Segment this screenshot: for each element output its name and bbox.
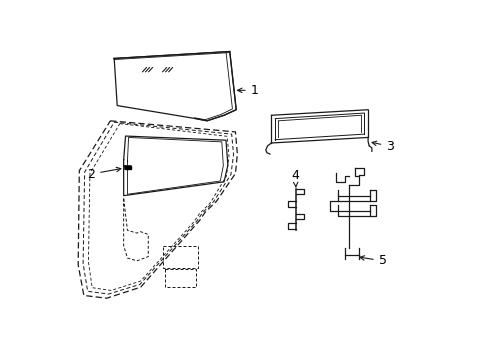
Text: 1: 1 xyxy=(237,84,258,97)
Text: 2: 2 xyxy=(87,167,121,180)
Text: 4: 4 xyxy=(291,169,299,188)
Text: 5: 5 xyxy=(359,254,386,267)
Text: 3: 3 xyxy=(371,140,393,153)
Polygon shape xyxy=(124,166,131,169)
